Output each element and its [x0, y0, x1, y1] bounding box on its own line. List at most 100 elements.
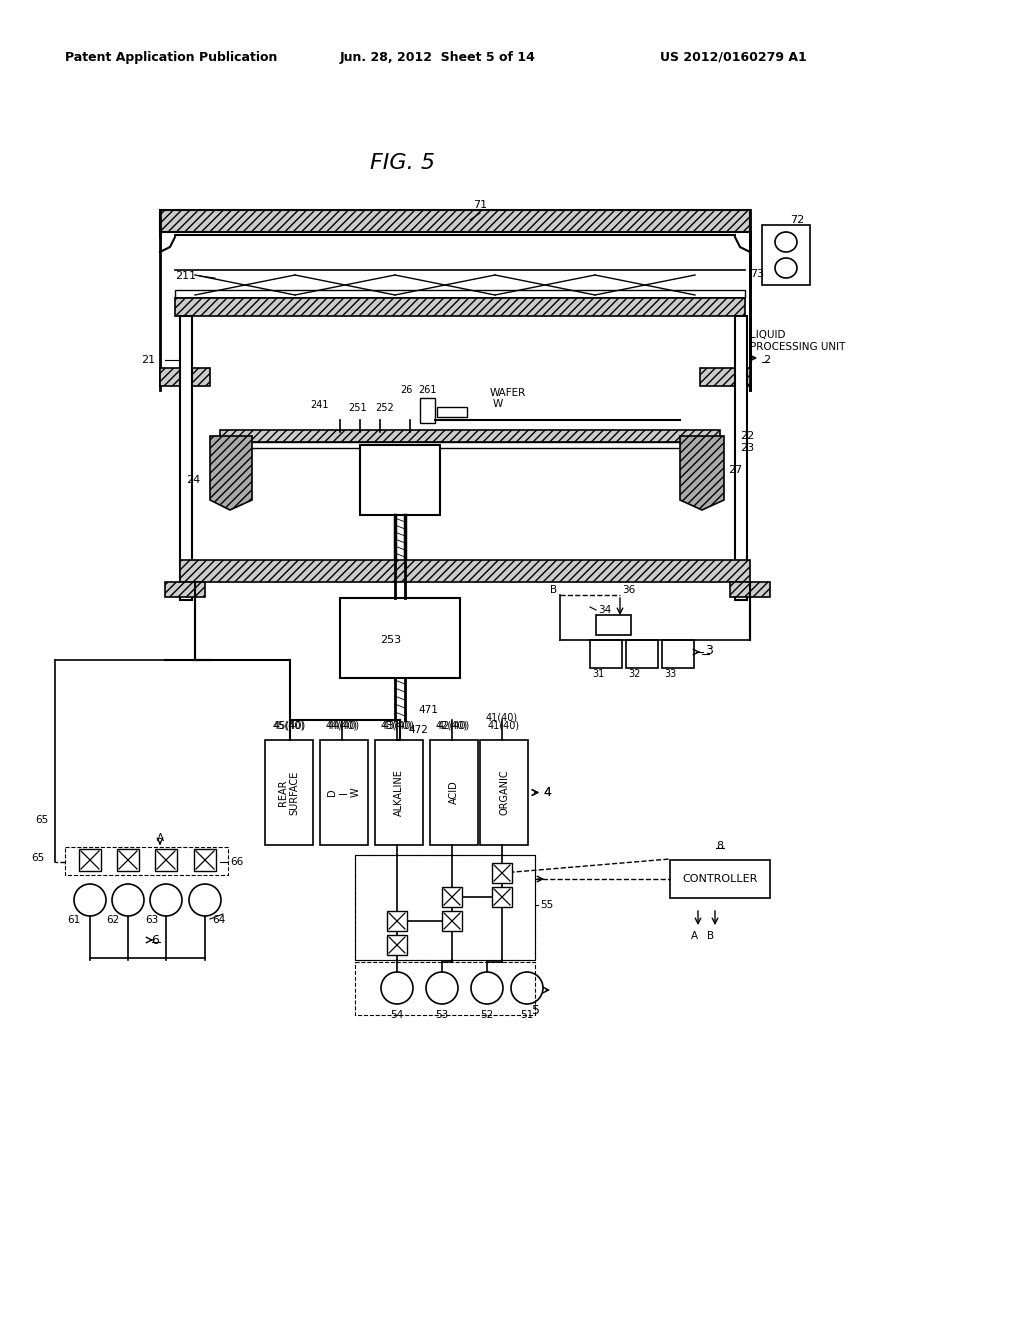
Text: Jun. 28, 2012  Sheet 5 of 14: Jun. 28, 2012 Sheet 5 of 14 [340, 50, 536, 63]
Text: 32: 32 [628, 669, 640, 678]
Text: Patent Application Publication: Patent Application Publication [65, 50, 278, 63]
Bar [265, 741, 313, 845]
Text: 53: 53 [435, 1010, 449, 1020]
Text: ACID: ACID [449, 780, 459, 804]
Text: 472: 472 [408, 725, 428, 735]
Text: FIG. 5: FIG. 5 [370, 153, 435, 173]
Bar [160, 210, 750, 232]
Circle shape [426, 972, 458, 1005]
Text: 241: 241 [310, 400, 329, 411]
Text: 62: 62 [106, 915, 120, 925]
Bar [420, 399, 435, 422]
Bar [626, 640, 658, 668]
Polygon shape [680, 436, 724, 510]
Bar [492, 863, 512, 883]
Bar [319, 741, 368, 845]
Text: 51: 51 [520, 1010, 534, 1020]
Text: 61: 61 [68, 915, 81, 925]
Bar [117, 849, 139, 871]
Bar [220, 442, 720, 447]
Text: 33: 33 [664, 669, 676, 678]
Text: 73: 73 [750, 269, 764, 279]
Text: 42(40): 42(40) [436, 721, 468, 731]
Text: 41(40): 41(40) [486, 711, 518, 722]
Bar [442, 887, 462, 907]
Circle shape [511, 972, 543, 1005]
Bar [387, 935, 407, 954]
Bar [430, 741, 478, 845]
Bar [387, 911, 407, 931]
Text: 3: 3 [705, 644, 713, 656]
Text: 34: 34 [598, 605, 611, 615]
Text: 22: 22 [740, 432, 755, 441]
Text: 54: 54 [390, 1010, 403, 1020]
Bar [735, 315, 746, 601]
Text: 4: 4 [543, 785, 551, 799]
Text: B: B [550, 585, 557, 595]
Bar [670, 861, 770, 898]
Circle shape [189, 884, 221, 916]
Text: 44(40): 44(40) [326, 721, 358, 731]
Bar [355, 855, 535, 960]
Bar [662, 640, 694, 668]
Text: 21: 21 [141, 355, 155, 366]
Text: 71: 71 [473, 201, 487, 210]
Text: ORGANIC: ORGANIC [499, 770, 509, 816]
Text: 5: 5 [532, 1003, 540, 1016]
Bar [160, 368, 210, 385]
Bar [442, 911, 462, 931]
Circle shape [112, 884, 144, 916]
Bar [375, 741, 423, 845]
Text: 64: 64 [212, 915, 225, 925]
Bar [762, 224, 810, 285]
Polygon shape [210, 436, 252, 510]
Text: 31: 31 [592, 669, 604, 678]
Text: 44(40): 44(40) [328, 721, 360, 731]
Circle shape [381, 972, 413, 1005]
Text: 252: 252 [375, 403, 394, 413]
Text: ALKALINE: ALKALINE [394, 770, 404, 816]
Circle shape [471, 972, 503, 1005]
Text: 65: 65 [32, 853, 45, 863]
Text: REAR
SURFACE: REAR SURFACE [279, 771, 300, 814]
Text: 27: 27 [728, 465, 742, 475]
Text: 26: 26 [400, 385, 413, 395]
Bar [175, 298, 745, 315]
Bar [175, 290, 745, 298]
Text: 55: 55 [540, 900, 553, 909]
Text: 211: 211 [175, 271, 197, 281]
Bar [437, 407, 467, 417]
Ellipse shape [775, 232, 797, 252]
Bar [492, 887, 512, 907]
Text: PROCESSING UNIT: PROCESSING UNIT [750, 342, 846, 352]
Ellipse shape [775, 257, 797, 279]
Text: 8: 8 [717, 841, 724, 851]
Text: 471: 471 [418, 705, 438, 715]
Text: 42(40): 42(40) [438, 721, 470, 731]
Text: A: A [157, 833, 164, 843]
Bar [180, 315, 193, 601]
Bar [165, 582, 205, 597]
Text: 66: 66 [230, 857, 244, 867]
Text: 6: 6 [152, 933, 159, 946]
Text: 72: 72 [790, 215, 804, 224]
Text: 65: 65 [35, 814, 48, 825]
Bar [155, 849, 177, 871]
Bar [220, 430, 720, 442]
Bar [360, 445, 440, 515]
Text: 251: 251 [348, 403, 367, 413]
Bar [596, 615, 631, 635]
Text: 2: 2 [763, 355, 770, 366]
Bar [700, 368, 750, 385]
Bar [194, 849, 216, 871]
Text: 45(40): 45(40) [273, 721, 306, 731]
Circle shape [74, 884, 106, 916]
Bar [180, 560, 750, 582]
Text: 43(40): 43(40) [381, 721, 413, 731]
Bar [79, 849, 101, 871]
Text: 36: 36 [622, 585, 635, 595]
Text: 261: 261 [418, 385, 436, 395]
Text: 253: 253 [380, 635, 401, 645]
Text: 41(40): 41(40) [488, 721, 520, 731]
Bar [730, 582, 770, 597]
